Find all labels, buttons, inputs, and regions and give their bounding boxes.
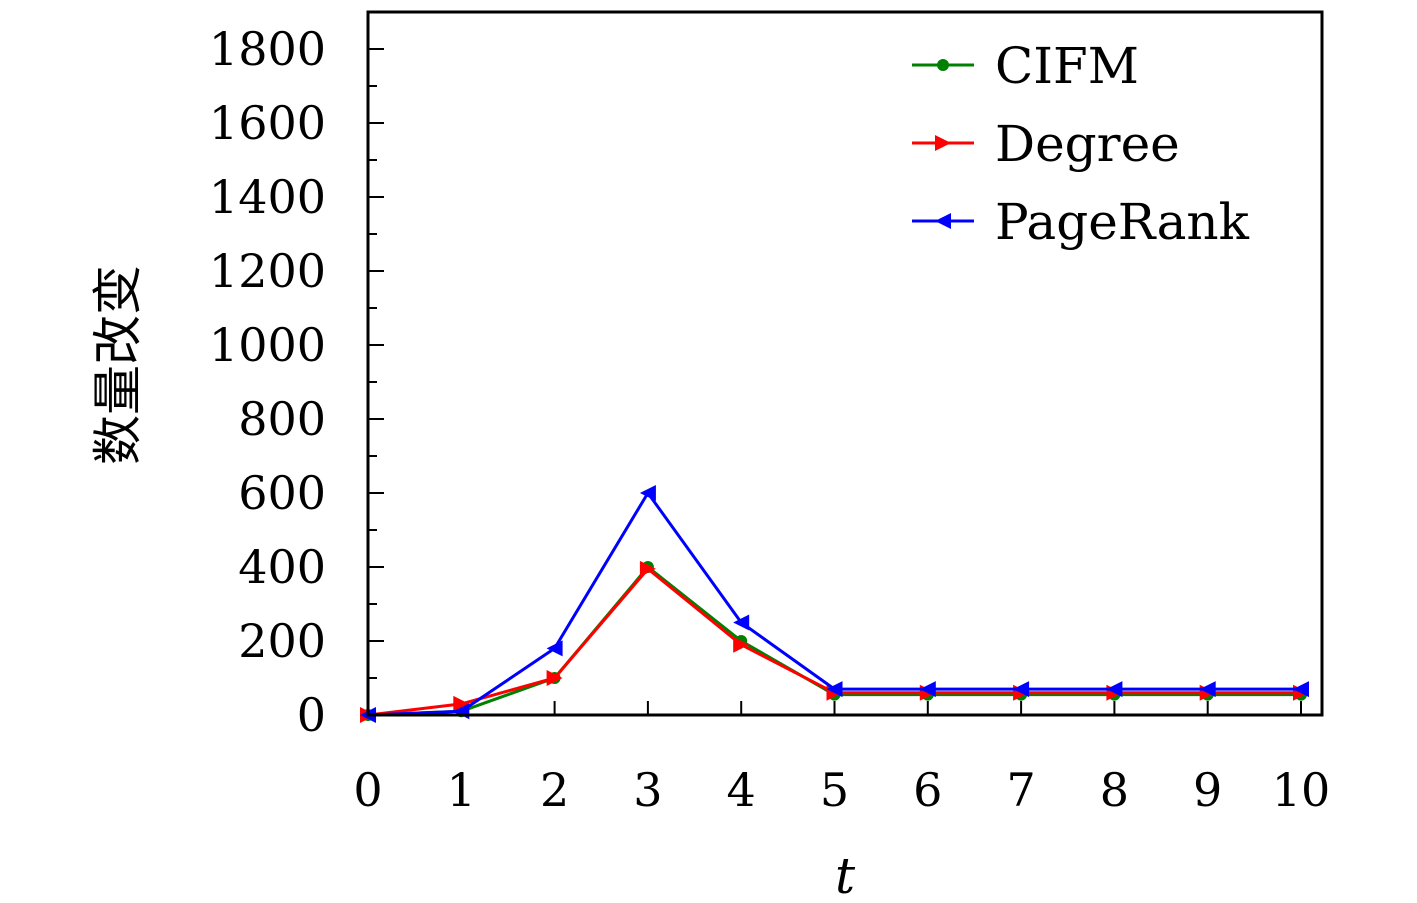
y-tick-label: 1600	[209, 96, 326, 150]
x-tick-label: 5	[820, 763, 849, 817]
legend-label-degree: Degree	[995, 115, 1180, 173]
series-line-pagerank	[367, 491, 1301, 717]
legend-marker-cifm	[937, 59, 949, 71]
x-tick-label: 3	[633, 763, 662, 817]
legend-label-cifm: CIFM	[995, 37, 1139, 95]
data-point-pagerank	[733, 614, 750, 631]
x-tick-label: 6	[913, 763, 942, 817]
series-cifm	[362, 561, 1307, 721]
legend-entry-cifm: CIFM	[912, 37, 1139, 95]
legend-marker-pagerank	[935, 213, 951, 229]
data-point-pagerank	[1106, 681, 1123, 698]
y-tick-label: 400	[238, 540, 326, 594]
x-tick-label: 7	[1006, 763, 1035, 817]
x-tick-labels: 0 1 2 3 4 5 6 7 8 9 10	[353, 763, 1330, 817]
data-point-pagerank	[826, 681, 843, 698]
legend-entry-pagerank: PageRank	[912, 193, 1250, 251]
x-tick-label: 2	[540, 763, 569, 817]
x-tick-label: 8	[1100, 763, 1129, 817]
x-tick-label: 4	[727, 763, 756, 817]
y-tick-label: 0	[297, 688, 326, 742]
x-tick-label: 0	[353, 763, 382, 817]
x-axis-label: t	[835, 847, 856, 903]
data-point-pagerank	[1199, 681, 1216, 698]
data-point-degree	[733, 636, 750, 653]
series-layer	[360, 485, 1309, 723]
y-tick-label: 1400	[209, 170, 326, 224]
legend-marker-degree	[935, 135, 951, 151]
series-pagerank	[360, 485, 1309, 723]
data-point-degree	[546, 670, 563, 686]
data-point-pagerank	[919, 681, 936, 698]
y-axis-label: 数量改变	[89, 265, 147, 465]
data-point-degree	[639, 560, 656, 577]
y-tick-label: 1200	[209, 244, 326, 298]
y-tick-label: 200	[238, 614, 326, 668]
data-point-pagerank	[639, 485, 656, 501]
y-tick-label: 600	[238, 466, 326, 520]
legend-entry-degree: Degree	[912, 115, 1180, 173]
y-tick-labels: 0 200 400 600 800 1000 1200 1400 1600 1800	[209, 22, 326, 742]
y-tick-label: 800	[238, 392, 326, 446]
x-tick-label: 10	[1272, 763, 1331, 817]
data-point-pagerank	[546, 640, 563, 657]
y-tick-label: 1800	[209, 22, 326, 76]
data-point-pagerank	[1013, 681, 1030, 698]
data-point-pagerank	[1293, 681, 1309, 698]
x-tick-label: 1	[447, 763, 476, 817]
legend-label-pagerank: PageRank	[995, 193, 1250, 251]
y-tick-label: 1000	[209, 318, 326, 372]
x-tick-label: 9	[1193, 763, 1222, 817]
data-point-degree	[453, 695, 470, 712]
plot-frame	[366, 10, 1324, 717]
legend: CIFM Degree PageRank	[912, 37, 1250, 251]
